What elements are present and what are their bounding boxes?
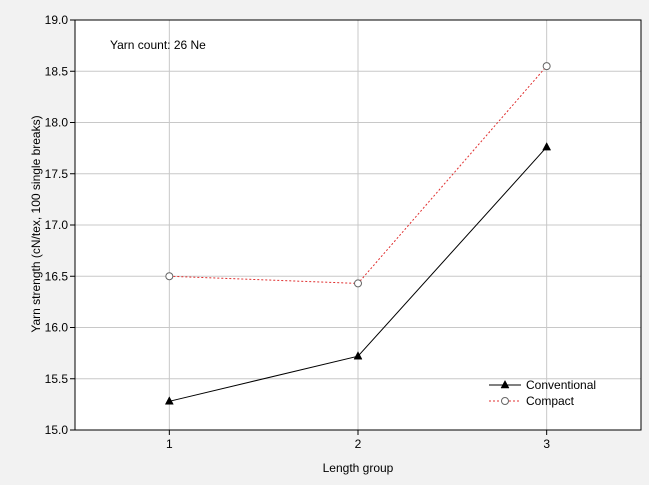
legend-label: Conventional xyxy=(526,378,596,392)
legend-marker xyxy=(501,397,509,405)
y-tick-label: 19.0 xyxy=(45,13,69,27)
data-point xyxy=(353,351,363,360)
series-conventional xyxy=(164,142,552,405)
grid-lines xyxy=(75,20,641,430)
data-point xyxy=(542,62,551,71)
data-point xyxy=(164,396,174,405)
legend-marker xyxy=(500,379,510,389)
x-tick-label: 3 xyxy=(543,437,550,451)
y-tick-label: 16.5 xyxy=(45,269,69,283)
legend-label: Compact xyxy=(526,394,575,408)
y-tick-label: 15.5 xyxy=(45,372,69,386)
x-axis-label: Length group xyxy=(323,461,394,475)
y-tick-label: 15.0 xyxy=(45,423,69,437)
data-point xyxy=(165,272,174,281)
legend: Conventional Compact xyxy=(489,378,596,408)
data-point xyxy=(354,279,362,288)
y-tick-label: 18.5 xyxy=(45,64,69,78)
series-layer xyxy=(164,62,552,405)
y-tick-label: 16.0 xyxy=(45,321,69,335)
x-axis: 1 2 3 xyxy=(166,430,550,451)
series-compact xyxy=(165,62,551,288)
y-tick-label: 17.5 xyxy=(45,167,69,181)
x-tick-label: 1 xyxy=(166,437,173,451)
y-tick-label: 17.0 xyxy=(45,218,69,232)
y-axis-label: Yarn strength (cN/tex, 100 single breaks… xyxy=(29,115,43,332)
y-tick-label: 18.0 xyxy=(45,116,69,130)
yarn-count-annotation: Yarn count: 26 Ne xyxy=(110,38,206,52)
y-axis: 15.0 15.5 16.0 16.5 17.0 17.5 18.0 18.5 19.0 xyxy=(45,13,75,437)
data-point xyxy=(542,142,552,151)
x-tick-label: 2 xyxy=(355,437,362,451)
